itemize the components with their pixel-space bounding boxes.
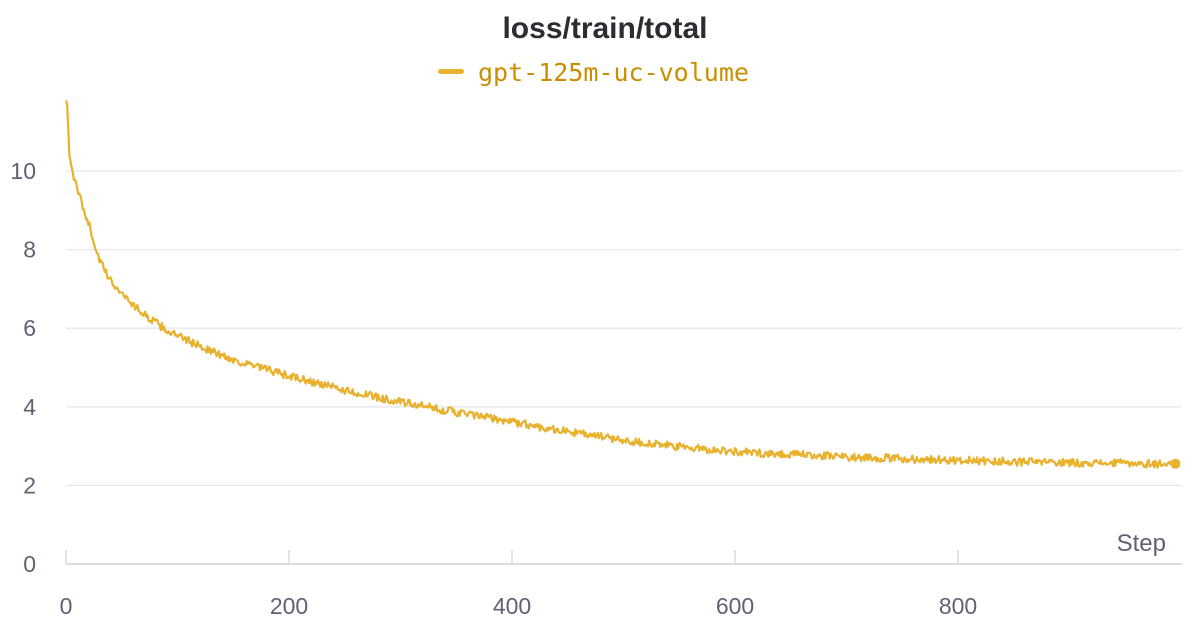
- y-tick-label-0: 0: [23, 551, 36, 577]
- x-tick-label-800: 800: [939, 593, 977, 619]
- x-tick-label-400: 400: [493, 593, 531, 619]
- x-tick-label-0: 0: [60, 593, 73, 619]
- series-end-point[interactable]: [1170, 458, 1181, 469]
- series-layer[interactable]: [64, 99, 1181, 469]
- y-tick-label-6: 6: [23, 315, 36, 341]
- x-tick-label-600: 600: [716, 593, 754, 619]
- y-tick-label-2: 2: [23, 472, 36, 498]
- y-tick-label-4: 4: [23, 394, 36, 420]
- y-tick-label-10: 10: [10, 158, 36, 184]
- x-tick-label-200: 200: [270, 593, 308, 619]
- legend-series-label: gpt-125m-uc-volume: [478, 58, 749, 87]
- grid-lines: [66, 170, 1182, 487]
- x-axis-ticks: 0 200 400 600 800: [60, 550, 977, 619]
- y-tick-label-8: 8: [23, 237, 36, 263]
- series-line-gpt-125m-uc-volume[interactable]: [64, 99, 1177, 469]
- x-axis-label: Step: [1117, 530, 1166, 557]
- chart-title: loss/train/total: [502, 12, 707, 45]
- legend[interactable]: gpt-125m-uc-volume: [438, 58, 749, 87]
- legend-swatch: [438, 69, 464, 74]
- y-axis-ticks: 0 2 4 6 8 10: [10, 158, 36, 577]
